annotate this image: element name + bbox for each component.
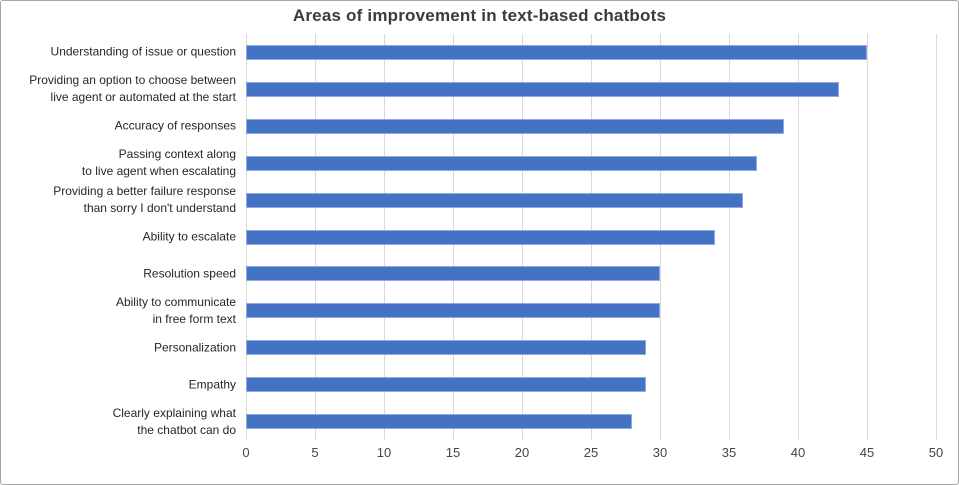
category-label: Resolution speed xyxy=(143,266,236,281)
x-tick-label: 45 xyxy=(859,445,875,460)
bar xyxy=(246,414,633,430)
bar xyxy=(246,81,840,97)
x-tick-label: 30 xyxy=(652,445,668,460)
bar xyxy=(246,377,647,393)
category-label: Clearly explaining what the chatbot can d… xyxy=(112,405,236,437)
x-tick-label: 5 xyxy=(311,445,319,460)
gridline xyxy=(728,34,730,440)
category-label: Passing context along to live agent when … xyxy=(81,147,236,179)
plot-area xyxy=(245,34,937,440)
x-tick-label: 25 xyxy=(583,445,599,460)
bar xyxy=(246,155,757,171)
category-label: Providing a better failure response than … xyxy=(53,184,236,216)
x-tick-label: 35 xyxy=(721,445,737,460)
x-tick-label: 50 xyxy=(928,445,944,460)
gridline xyxy=(797,34,799,440)
category-label: Accuracy of responses xyxy=(114,118,236,133)
bar xyxy=(246,303,660,319)
category-axis: Understanding of issue or question Provid… xyxy=(1,34,238,440)
category-label: Understanding of issue or question xyxy=(50,44,236,59)
category-label: Personalization xyxy=(153,340,236,355)
category-label: Providing an option to choose between liv… xyxy=(29,73,236,105)
x-tick-label: 20 xyxy=(514,445,530,460)
gridline xyxy=(866,34,868,440)
category-label: Ability to escalate xyxy=(142,229,236,244)
category-label: Ability to communicate in free form text xyxy=(115,294,236,326)
x-tick-label: 10 xyxy=(376,445,392,460)
x-tick-label: 15 xyxy=(445,445,461,460)
x-tick-label: 0 xyxy=(242,445,250,460)
bar xyxy=(246,44,867,60)
gridline xyxy=(935,34,937,440)
bar xyxy=(246,229,716,245)
bar xyxy=(246,192,743,208)
bar xyxy=(246,118,785,134)
chart-title: Areas of improvement in text-based chatb… xyxy=(292,6,667,25)
bar xyxy=(246,340,647,356)
category-label: Empathy xyxy=(188,377,236,392)
bar xyxy=(246,266,660,282)
x-tick-label: 40 xyxy=(790,445,806,460)
